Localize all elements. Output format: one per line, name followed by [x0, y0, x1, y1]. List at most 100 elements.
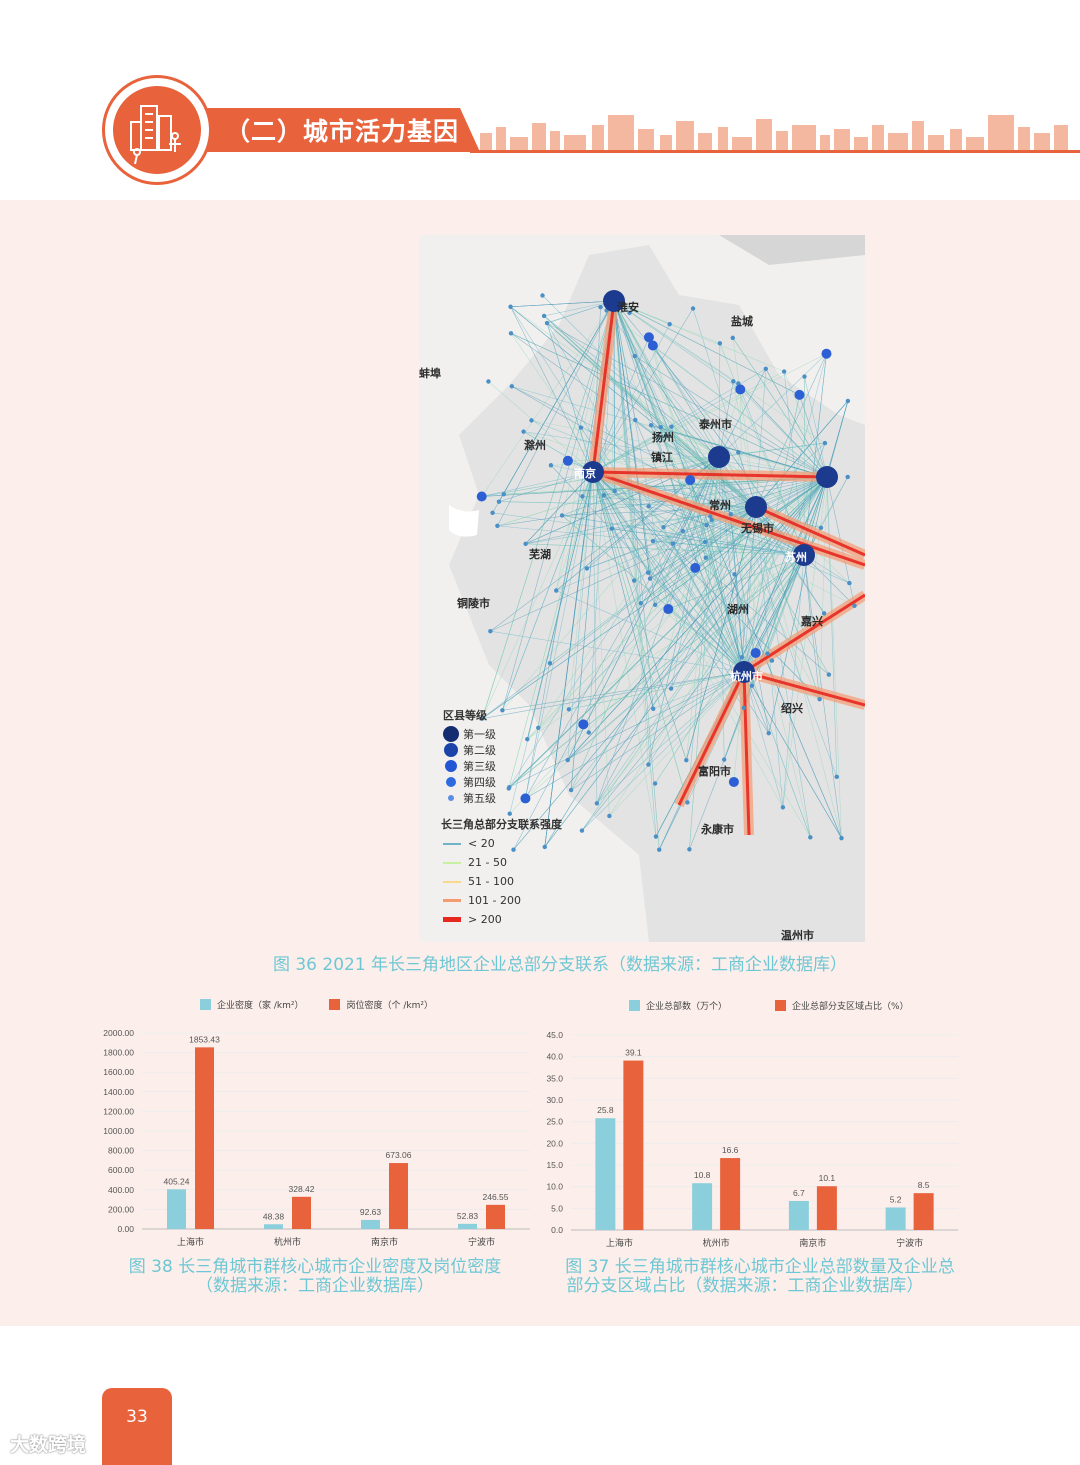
network-link: [481, 300, 615, 719]
district-node: [749, 683, 755, 688]
strong-link: [591, 300, 616, 473]
network-link: [525, 471, 594, 544]
district-node: [687, 847, 692, 852]
district-node: [780, 805, 786, 810]
city-label-wenzhou: 温州市: [781, 929, 814, 942]
district-node: [821, 611, 827, 616]
district-node: [607, 813, 612, 819]
network-link: [613, 300, 707, 558]
network-link: [531, 420, 757, 508]
network-link: [555, 471, 594, 591]
hub-node: [816, 466, 838, 488]
y-tick-label: 1200.00: [103, 1106, 134, 1116]
district-node: [548, 463, 554, 468]
bar-value-label: 92.63: [360, 1207, 382, 1217]
y-tick-label: 30.0: [546, 1095, 563, 1105]
bar-value-label: 328.42: [289, 1184, 315, 1194]
district-node: [627, 310, 632, 316]
network-link: [592, 471, 657, 837]
district-node: [632, 353, 637, 359]
network-link: [755, 353, 827, 508]
x-category-label: 杭州市: [274, 1236, 301, 1248]
district-node: [821, 348, 832, 359]
district-node: [566, 707, 572, 712]
city-building-icon: [113, 86, 201, 174]
bar: [167, 1189, 186, 1229]
level-dot-icon: [448, 795, 454, 801]
district-node: [680, 528, 686, 534]
district-node: [732, 572, 737, 577]
network-link: [581, 554, 805, 831]
city-label-wuxi: 无锡市: [741, 522, 774, 535]
district-node: [547, 661, 553, 666]
network-link: [613, 300, 785, 372]
network-link: [592, 435, 667, 473]
network-link: [592, 389, 741, 473]
bar: [913, 1193, 934, 1230]
district-node: [826, 672, 832, 677]
legend-swatch-jobs: [329, 999, 341, 1010]
y-tick-label: 20.0: [546, 1138, 563, 1148]
network-link: [510, 306, 594, 473]
district-node: [511, 847, 516, 852]
district-node: [739, 655, 745, 660]
district-node: [578, 425, 584, 430]
district-node: [508, 304, 513, 309]
network-link: [592, 471, 649, 573]
district-node: [647, 576, 653, 581]
district-node: [763, 366, 769, 372]
network-link: [570, 476, 828, 791]
bar-value-label: 673.06: [386, 1150, 412, 1160]
district-node: [565, 757, 570, 763]
network-link: [671, 426, 745, 673]
district-node: [657, 847, 662, 852]
network-link: [768, 476, 828, 734]
bar: [195, 1047, 214, 1229]
network-link: [481, 300, 615, 497]
district-node: [845, 398, 851, 404]
district-node: [661, 525, 666, 530]
city-label-tongling: 铜陵市: [457, 597, 490, 610]
y-tick-label: 45.0: [546, 1030, 563, 1040]
y-tick-label: 1000.00: [103, 1126, 134, 1136]
network-link: [718, 353, 827, 458]
network-link: [613, 300, 654, 709]
legend-swatch-density: [200, 999, 211, 1010]
network-link: [654, 604, 745, 673]
city-label-huzhou: 湖州: [727, 603, 749, 616]
level-label: 第三级: [463, 760, 496, 773]
network-link: [718, 456, 838, 777]
y-tick-label: 15.0: [546, 1160, 563, 1170]
network-link: [592, 471, 696, 569]
network-link: [765, 368, 828, 478]
y-tick-label: 2000.00: [103, 1028, 134, 1038]
bar: [692, 1183, 713, 1230]
network-link: [509, 456, 720, 788]
network-link: [804, 376, 828, 478]
bar-value-label: 1853.43: [189, 1034, 220, 1044]
network-link: [600, 306, 828, 478]
network-link: [739, 389, 745, 673]
x-category-label: 宁波市: [468, 1236, 495, 1248]
level-legend-title: 区县等级: [443, 709, 487, 722]
network-link: [650, 425, 757, 508]
y-tick-label: 25.0: [546, 1117, 563, 1127]
network-link: [635, 419, 745, 673]
district-node: [580, 494, 585, 499]
x-category-label: 南京市: [799, 1237, 826, 1249]
network-link: [755, 506, 842, 839]
district-node: [769, 658, 775, 663]
y-tick-label: 40.0: [546, 1052, 563, 1062]
city-label-hangzhou: 杭州市: [730, 670, 763, 683]
network-link: [568, 671, 745, 710]
district-node: [802, 374, 807, 379]
district-node: [766, 730, 771, 736]
network-link: [611, 528, 745, 673]
legend-label-jobs: 岗位密度（个 /km²）: [346, 1001, 433, 1011]
network-link: [498, 501, 757, 508]
strength-legend-title: 长三角总部分支联系强度: [441, 818, 562, 831]
district-node: [523, 541, 528, 546]
bar: [788, 1200, 809, 1230]
bar-value-label: 246.55: [483, 1192, 509, 1202]
district-node: [612, 488, 617, 494]
